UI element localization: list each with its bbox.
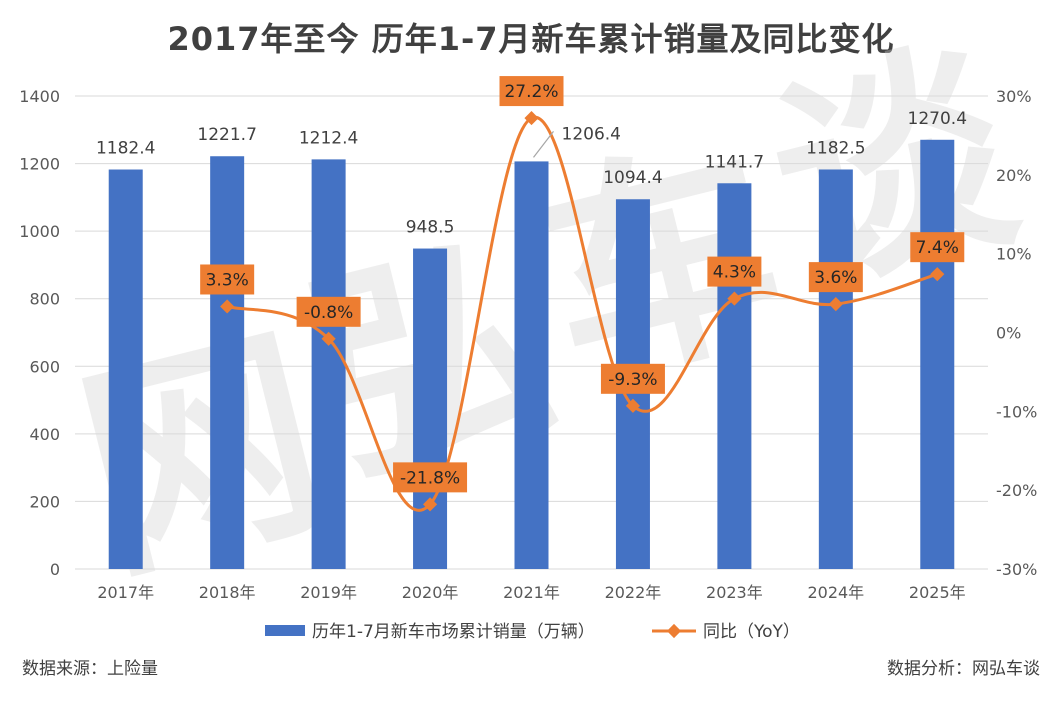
yoy-label-box	[393, 462, 468, 493]
y-right-tick-label: 0%	[996, 324, 1021, 343]
y-left-tick-label: 1200	[19, 155, 60, 174]
x-tick-label: 2024年	[807, 583, 864, 602]
yoy-label-box	[600, 363, 665, 394]
bar-value-label: 1206.4	[562, 124, 621, 144]
bar	[108, 169, 143, 570]
x-tick-label: 2022年	[605, 583, 662, 602]
yoy-marker	[321, 331, 336, 346]
yoy-marker	[625, 398, 641, 413]
y-right-tick-label: 10%	[996, 245, 1032, 264]
bar	[717, 183, 752, 569]
bar-value-label: 1212.4	[299, 128, 358, 148]
y-right-tick-label: 20%	[996, 166, 1032, 185]
yoy-label-box	[200, 264, 255, 295]
x-tick-label: 2023年	[706, 583, 763, 602]
bar	[210, 156, 245, 569]
bar	[920, 139, 955, 569]
bar-value-label: 1141.7	[705, 152, 764, 172]
y-left-tick-label: 1000	[19, 222, 60, 241]
data-analysis: 数据分析：网弘车谈	[887, 659, 1040, 679]
yoy-value-label: 7.4%	[916, 238, 959, 258]
yoy-value-label: -0.8%	[304, 303, 353, 323]
y-left-tick-label: 1400	[19, 87, 60, 106]
bar-value-label: 1182.5	[806, 138, 865, 158]
bar-value-label: 1094.4	[603, 168, 662, 188]
bar	[413, 248, 448, 570]
axes: 0 200 400 600 800 1000 1200 1400 -30% -20% -10% 0% 1…	[19, 87, 1037, 602]
bar-value-label: 1221.7	[197, 125, 256, 145]
yoy-line	[220, 111, 945, 512]
yoy-value-label: 4.3%	[713, 263, 756, 283]
bar	[514, 161, 549, 569]
x-tick-label: 2020年	[402, 583, 459, 602]
yoy-value-label: 27.2%	[504, 82, 558, 102]
bar	[311, 159, 346, 569]
yoy-label-box	[499, 76, 564, 107]
x-tick-label: 2019年	[300, 583, 357, 602]
x-tick-label: 2017年	[97, 583, 154, 602]
bar-value-label: 1270.4	[908, 109, 967, 129]
y-right-tick-label: -10%	[996, 402, 1037, 421]
bar	[818, 169, 853, 569]
y-right-tick-label: -30%	[996, 560, 1037, 579]
bars	[108, 139, 955, 570]
x-tick-label: 2018年	[199, 583, 256, 602]
yoy-value-label: -21.8%	[400, 468, 460, 488]
legend-bar-swatch	[265, 625, 305, 636]
bar-label-leader	[533, 131, 554, 158]
y-right-tick-label: -20%	[996, 481, 1037, 500]
legend-bar-label: 历年1-7月新车市场累计销量（万辆）	[312, 622, 595, 642]
yoy-label-box	[707, 256, 762, 287]
yoy-line-path	[226, 116, 938, 512]
y-left-tick-label: 800	[29, 290, 60, 309]
bar-value-label: 948.5	[406, 218, 455, 238]
yoy-marker	[727, 291, 742, 306]
legend-line-marker	[666, 623, 682, 639]
yoy-value-label: -9.3%	[608, 370, 657, 390]
x-tick-label: 2025年	[909, 583, 966, 602]
y-left-tick-label: 600	[29, 357, 60, 376]
watermark-char: 谈	[749, 13, 1038, 328]
yoy-marker	[930, 267, 945, 282]
data-labels: 1182.4 1221.7 1212.4 948.5 1206.4 1094.4 1141.…	[96, 76, 967, 493]
yoy-marker	[524, 111, 539, 126]
yoy-value-label: 3.6%	[814, 268, 857, 288]
y-left-tick-label: 200	[29, 492, 60, 511]
watermark-char: 网	[59, 299, 347, 614]
yoy-marker	[422, 497, 438, 512]
yoy-label-box	[910, 232, 965, 263]
yoy-marker	[220, 299, 235, 314]
data-source: 数据来源：上险量	[22, 659, 158, 679]
yoy-label-box	[296, 296, 361, 327]
x-tick-label: 2021年	[503, 583, 560, 602]
chart-title: 2017年至今 历年1-7月新车累计销量及同比变化	[167, 20, 895, 58]
legend-line-label: 同比（YoY）	[703, 622, 800, 642]
bar-value-label: 1182.4	[96, 139, 155, 159]
yoy-value-label: 3.3%	[206, 270, 249, 290]
legend: 历年1-7月新车市场累计销量（万辆） 同比（YoY）	[265, 622, 800, 642]
yoy-label-box	[808, 262, 863, 293]
y-left-tick-label: 0	[50, 560, 60, 579]
yoy-marker	[828, 297, 843, 312]
y-left-tick-label: 400	[29, 425, 60, 444]
y-right-tick-label: 30%	[996, 87, 1032, 106]
